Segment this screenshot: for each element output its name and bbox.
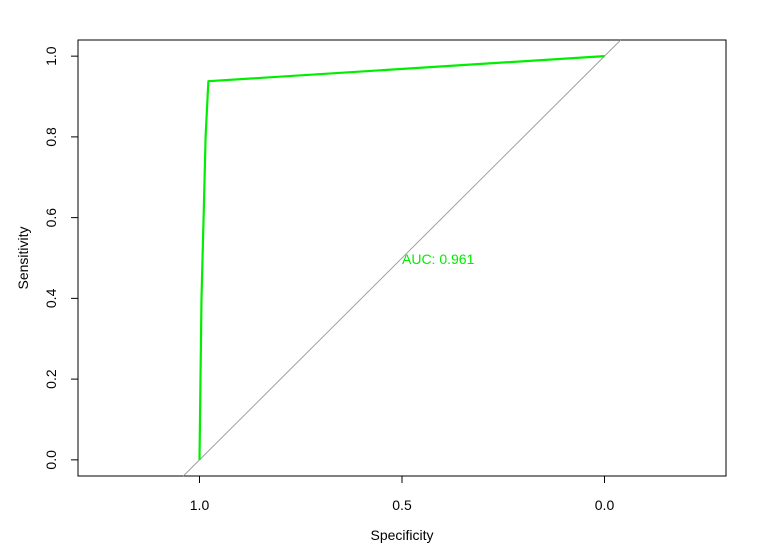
y-tick-label: 0.0	[43, 450, 59, 470]
annotations: AUC: 0.961	[402, 251, 475, 267]
y-axis: 0.0 0.2 0.4 0.6 0.8 1.0	[43, 46, 79, 470]
reference-line	[182, 39, 622, 477]
x-tick-label: 0.0	[595, 497, 615, 513]
roc-series-line	[198, 55, 605, 460]
x-axis: 1.0 0.5 0.0	[190, 475, 615, 513]
reference-diagonal	[182, 39, 622, 477]
y-tick-label: 1.0	[43, 46, 59, 66]
y-tick-label: 0.2	[43, 369, 59, 389]
x-axis-label: Specificity	[370, 527, 433, 543]
x-tick-label: 0.5	[392, 497, 412, 513]
auc-annotation: AUC: 0.961	[402, 251, 475, 267]
y-tick-label: 0.4	[43, 288, 59, 308]
roc-curve	[198, 55, 605, 460]
y-axis-label: Sensitivity	[15, 226, 31, 289]
y-tick-label: 0.8	[43, 127, 59, 147]
y-tick-label: 0.6	[43, 208, 59, 228]
x-tick-label: 1.0	[190, 497, 210, 513]
